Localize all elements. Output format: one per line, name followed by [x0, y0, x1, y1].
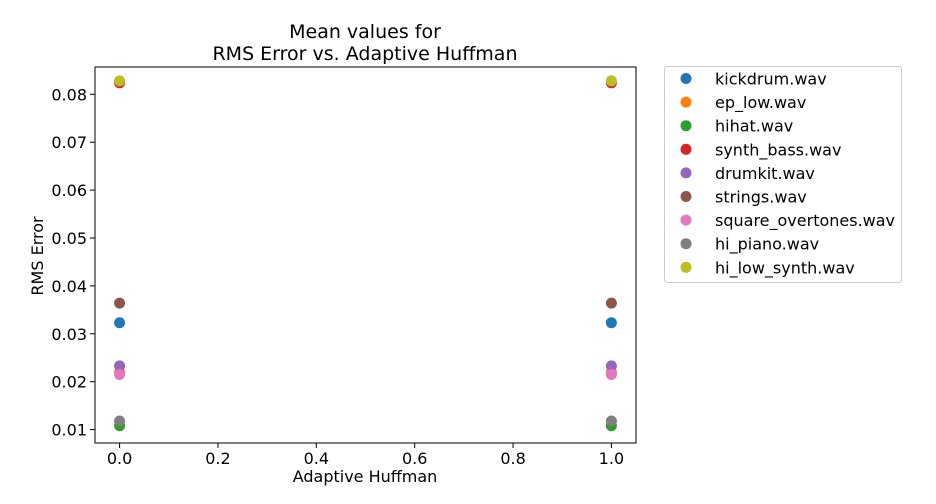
chart-title-line-2: RMS Error vs. Adaptive Huffman	[212, 43, 517, 65]
data-point	[114, 317, 126, 329]
x-tick-label: 0.2	[205, 449, 230, 468]
legend-label: ep_low.wav	[715, 93, 806, 113]
y-tick-label: 0.07	[51, 133, 87, 152]
y-tick-label: 0.05	[51, 229, 87, 248]
data-point	[605, 297, 617, 309]
data-point	[605, 360, 617, 372]
y-tick-label: 0.02	[51, 373, 87, 392]
legend-label: drumkit.wav	[715, 164, 815, 183]
data-point	[114, 75, 126, 87]
legend-marker	[680, 214, 692, 226]
legend-marker	[680, 167, 692, 179]
data-point	[114, 415, 126, 427]
legend-label: hi_low_synth.wav	[715, 258, 855, 278]
data-point	[605, 415, 617, 427]
legend-marker	[680, 143, 692, 155]
x-tick-label: 0.8	[500, 449, 525, 468]
x-axis-label: Adaptive Huffman	[293, 467, 438, 486]
legend-label: hihat.wav	[715, 117, 793, 136]
y-tick-label: 0.04	[51, 277, 87, 296]
x-tick-label: 1.0	[599, 449, 624, 468]
legend-marker	[680, 120, 692, 132]
legend-label: synth_bass.wav	[715, 140, 841, 160]
data-point	[605, 369, 617, 381]
data-point	[114, 360, 126, 372]
y-tick-label: 0.01	[51, 421, 87, 440]
y-tick-label: 0.06	[51, 181, 87, 200]
legend: kickdrum.wav ep_low.wav hihat.wav synth_bas…	[664, 66, 902, 283]
x-tick-label: 0.4	[304, 449, 329, 468]
legend-frame	[664, 66, 902, 283]
x-tick-label: 0.0	[107, 449, 132, 468]
data-point	[114, 297, 126, 309]
plot-area: 0.0 0.2 0.4 0.6 0.8 1.0 0.01 0.02 0.03 0.04 0.05 0.…	[51, 66, 637, 468]
chart-title-line-1: Mean values for	[289, 21, 441, 43]
y-tick-label: 0.08	[51, 85, 87, 104]
legend-marker	[680, 73, 692, 84]
plot-frame	[94, 66, 637, 444]
legend-label: strings.wav	[715, 188, 807, 207]
x-tick-label: 0.6	[402, 449, 427, 468]
y-axis-label: RMS Error	[28, 216, 47, 296]
legend-label: square_overtones.wav	[715, 211, 895, 231]
data-point	[605, 317, 617, 329]
y-tick-label: 0.03	[51, 325, 87, 344]
data-point	[114, 369, 126, 381]
legend-label: hi_piano.wav	[715, 235, 819, 255]
legend-marker	[680, 238, 692, 250]
legend-marker	[680, 191, 692, 202]
legend-marker	[680, 96, 692, 108]
legend-marker	[680, 261, 692, 273]
legend-label: kickdrum.wav	[715, 70, 827, 89]
data-point	[605, 75, 617, 87]
